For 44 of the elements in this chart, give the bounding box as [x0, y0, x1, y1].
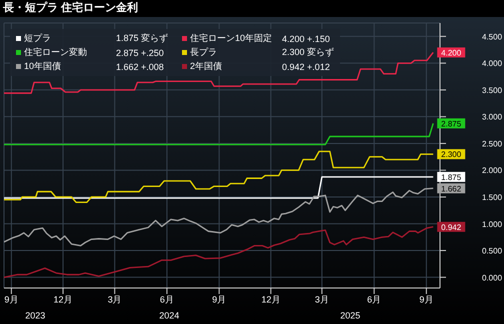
- x2-tick-label: 2024: [159, 310, 180, 320]
- y-tick-label: 0.500: [482, 246, 503, 256]
- annotation: 1.662 +.008: [116, 62, 164, 72]
- x-tick-label: 9月: [419, 294, 434, 304]
- annotation: 1.662: [441, 184, 462, 194]
- line-series: [4, 188, 434, 246]
- y-tick-label: 4.500: [482, 32, 503, 42]
- annotation: 2.875: [441, 119, 462, 128]
- line-series: [4, 150, 434, 204]
- x2-tick-label: 2025: [340, 310, 360, 320]
- x-tick-label: 12月: [261, 294, 280, 304]
- legend-label: 住宅ローン変動: [24, 46, 88, 59]
- x-tick-label: 6月: [367, 294, 382, 304]
- y-tick-label: 1.000: [482, 220, 503, 229]
- annotation: 0.942: [441, 222, 462, 232]
- annotation: 4.200: [441, 48, 462, 58]
- annotation: 4.200 +.150: [282, 34, 330, 44]
- line-series: [4, 226, 434, 278]
- legend-label: 長プラ: [190, 46, 218, 59]
- legend-label: 短プラ: [24, 32, 52, 45]
- annotation: 0.942 +.012: [282, 62, 330, 72]
- annotation: 2.300 変らず: [282, 46, 334, 59]
- legend-label: 住宅ローン10年固定: [190, 32, 274, 45]
- annotation: 2.875 +.250: [116, 48, 164, 58]
- annotation: 1.875 変らず: [116, 32, 168, 45]
- annotation: 2.300: [441, 150, 462, 160]
- legend-label: 2年国債: [190, 60, 224, 73]
- legend-label: 10年国債: [24, 60, 62, 73]
- x-tick-label: 9月: [212, 294, 226, 304]
- y-tick-label: 4.000: [482, 59, 503, 68]
- x-tick-label: 3月: [314, 294, 329, 304]
- chart-title: 長・短プラ 住宅ローン金利: [0, 0, 504, 17]
- y-tick-label: 0.000: [482, 273, 503, 282]
- annotation: 1.875: [441, 172, 462, 182]
- x-tick-label: 3月: [108, 294, 122, 304]
- y-tick-label: 2.500: [482, 139, 503, 148]
- x-tick-label: 6月: [160, 294, 174, 304]
- x-tick-label: 12月: [54, 294, 73, 304]
- x2-tick-label: 2023: [25, 310, 46, 320]
- y-tick-label: 2.000: [482, 166, 503, 176]
- y-tick-label: 3.000: [482, 112, 503, 122]
- y-tick-label: 1.500: [482, 192, 503, 202]
- y-tick-label: 3.500: [482, 86, 503, 95]
- x-tick-label: 9月: [4, 294, 18, 304]
